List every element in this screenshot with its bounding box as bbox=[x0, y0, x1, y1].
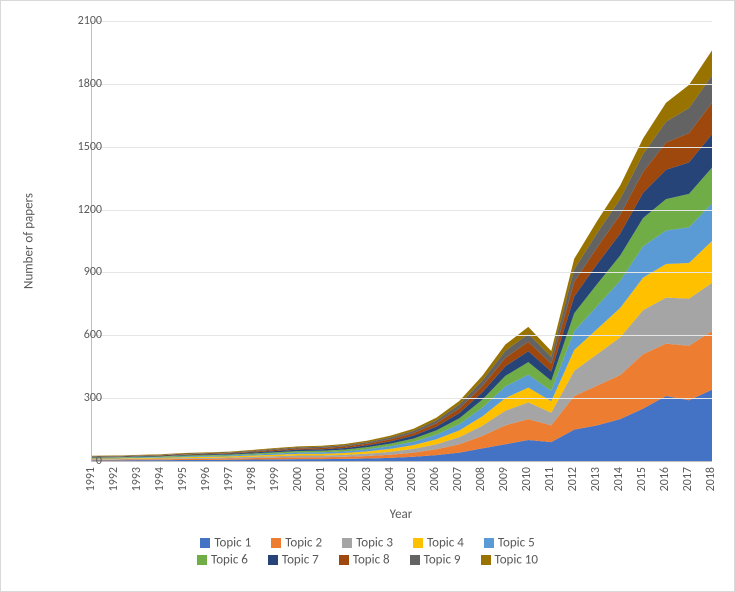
legend-swatch bbox=[200, 538, 210, 548]
x-tick-label: 1993 bbox=[130, 467, 144, 491]
y-axis-label: Number of papers bbox=[22, 193, 37, 289]
x-tick-label: 2002 bbox=[337, 467, 351, 491]
gridline bbox=[92, 147, 712, 148]
legend-item: Topic 5 bbox=[484, 535, 535, 550]
x-tick-label: 1991 bbox=[84, 467, 98, 491]
x-axis-label: Year bbox=[390, 507, 413, 522]
x-tick-label: 1999 bbox=[268, 467, 282, 491]
legend-swatch bbox=[484, 538, 494, 548]
legend-label: Topic 8 bbox=[353, 553, 390, 568]
x-tick-label: 2003 bbox=[360, 467, 374, 491]
x-tick-label: 2018 bbox=[704, 467, 718, 491]
x-tick-label: 2008 bbox=[474, 467, 488, 491]
x-tick-label: 2007 bbox=[451, 467, 465, 491]
legend-swatch bbox=[271, 538, 281, 548]
y-tick-label: 1200 bbox=[78, 203, 102, 217]
x-tick-label: 2000 bbox=[291, 467, 305, 491]
x-tick-label: 2001 bbox=[314, 467, 328, 491]
legend-item: Topic 10 bbox=[481, 552, 538, 567]
legend-label: Topic 9 bbox=[424, 553, 461, 568]
gridline bbox=[92, 272, 712, 273]
x-tick-label: 2015 bbox=[635, 467, 649, 491]
y-tick-label: 900 bbox=[84, 265, 102, 279]
legend-item: Topic 2 bbox=[271, 535, 322, 550]
legend-swatch bbox=[413, 538, 423, 548]
legend-swatch bbox=[481, 555, 491, 565]
gridline bbox=[92, 335, 712, 336]
gridline bbox=[92, 21, 712, 22]
gridline bbox=[92, 398, 712, 399]
legend-swatch bbox=[339, 555, 349, 565]
legend-item: Topic 6 bbox=[197, 552, 248, 567]
x-tick-label: 1992 bbox=[107, 467, 121, 491]
x-tick-label: 1996 bbox=[199, 467, 213, 491]
y-tick-label: 2100 bbox=[78, 14, 102, 28]
legend-swatch bbox=[197, 555, 207, 565]
x-tick-label: 1995 bbox=[176, 467, 190, 491]
x-tick-label: 1998 bbox=[245, 467, 259, 491]
legend-item: Topic 9 bbox=[410, 552, 461, 567]
x-tick-label: 2014 bbox=[612, 467, 626, 491]
x-tick-label: 1994 bbox=[153, 467, 167, 491]
legend-label: Topic 2 bbox=[285, 535, 322, 550]
legend-item: Topic 8 bbox=[339, 552, 390, 567]
x-tick-label: 2010 bbox=[520, 467, 534, 491]
y-tick-label: 300 bbox=[84, 391, 102, 405]
legend-label: Topic 10 bbox=[495, 553, 538, 568]
y-tick-label: 600 bbox=[84, 328, 102, 342]
x-tick-label: 2016 bbox=[658, 467, 672, 491]
y-tick-label: 0 bbox=[96, 454, 102, 468]
x-tick-label: 2013 bbox=[589, 467, 603, 491]
x-tick-label: 2005 bbox=[405, 467, 419, 491]
legend-item: Topic 3 bbox=[342, 535, 393, 550]
legend-label: Topic 4 bbox=[427, 535, 464, 550]
legend-label: Topic 1 bbox=[214, 535, 251, 550]
x-tick-label: 2006 bbox=[428, 467, 442, 491]
gridline bbox=[92, 210, 712, 211]
x-tick-label: 1997 bbox=[222, 467, 236, 491]
x-tick-label: 2012 bbox=[566, 467, 580, 491]
legend-label: Topic 7 bbox=[282, 553, 319, 568]
legend-item: Topic 7 bbox=[268, 552, 319, 567]
legend-swatch bbox=[342, 538, 352, 548]
legend-label: Topic 6 bbox=[211, 553, 248, 568]
legend-swatch bbox=[410, 555, 420, 565]
y-tick-label: 1500 bbox=[78, 140, 102, 154]
x-tick-label: 2009 bbox=[497, 467, 511, 491]
y-tick-label: 1800 bbox=[78, 77, 102, 91]
legend-item: Topic 1 bbox=[200, 535, 251, 550]
x-tick-label: 2004 bbox=[383, 467, 397, 491]
legend: Topic 1Topic 2Topic 3Topic 4Topic 5Topic… bbox=[1, 533, 734, 570]
x-tick-label: 2017 bbox=[681, 467, 695, 491]
legend-swatch bbox=[268, 555, 278, 565]
stacked-areas bbox=[92, 21, 712, 461]
chart-frame: Number of papers Year Topic 1Topic 2Topi… bbox=[0, 0, 735, 592]
plot-area bbox=[91, 21, 712, 462]
legend-item: Topic 4 bbox=[413, 535, 464, 550]
legend-label: Topic 5 bbox=[498, 535, 535, 550]
gridline bbox=[92, 84, 712, 85]
legend-label: Topic 3 bbox=[356, 535, 393, 550]
x-tick-label: 2011 bbox=[543, 467, 557, 491]
legend-row: Topic 1 Topic 2 Topic 3 Topic 4 Topic 5 bbox=[1, 535, 734, 550]
legend-row: Topic 6 Topic 7 Topic 8 Topic 9 Topic 10 bbox=[1, 552, 734, 567]
